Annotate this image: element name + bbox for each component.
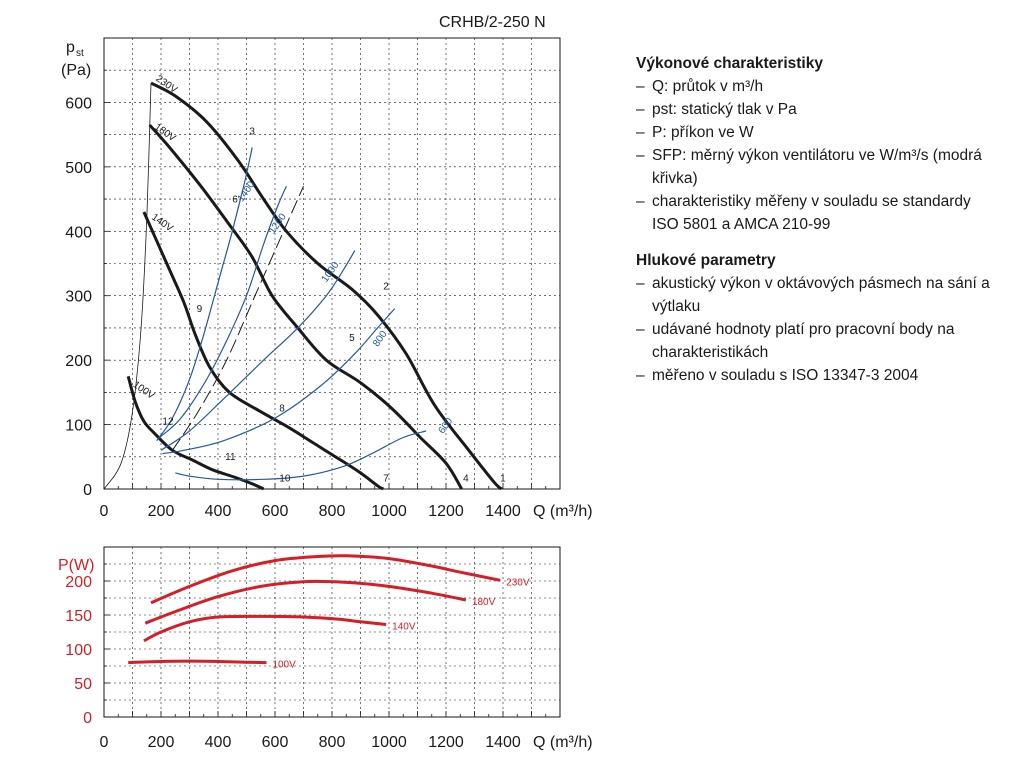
x-tick-label: 0 xyxy=(100,503,109,520)
sfp-curve xyxy=(175,430,427,481)
sfp-curve xyxy=(156,147,253,442)
power-curves: 230V 180V 140V 100V xyxy=(128,554,530,671)
power-curve-label: 100V xyxy=(272,660,296,671)
legend-item-q: Q: průtok v m³/h xyxy=(636,75,996,98)
y-tick-label: 100 xyxy=(65,418,92,435)
y-tick-label: 50 xyxy=(74,676,92,693)
y-tick-label: 200 xyxy=(65,574,92,591)
power-curve-label: 140V xyxy=(392,622,416,633)
chart-title: CRHB/2-250 N xyxy=(439,14,546,31)
power-curve-100V xyxy=(128,659,267,665)
x-tick-label: 1200 xyxy=(428,734,464,751)
sfp-curve xyxy=(159,185,287,438)
fan-curve-100V xyxy=(126,375,265,491)
dashed-curve xyxy=(171,185,304,451)
operating-point-label: 4 xyxy=(463,473,469,484)
operating-point-label: 8 xyxy=(279,404,285,415)
y-tick-label: 100 xyxy=(65,642,92,659)
x-tick-label: 200 xyxy=(148,734,175,751)
legend-item-p: P: příkon ve W xyxy=(636,121,996,144)
legend-item-iso: měřeno v souladu s ISO 13347-3 2004 xyxy=(636,364,996,387)
sfp-label: 600 xyxy=(437,416,456,436)
x-tick-label: 1200 xyxy=(428,503,464,520)
power-axes: 0 200 400 600 800 1000 1200 1400 0 50 100 150 200 Q (… xyxy=(58,557,593,751)
operating-point-label: 1 xyxy=(500,473,506,484)
y-axis-unit: (Pa) xyxy=(61,62,91,79)
pressure-axes: 0 200 400 600 800 1000 1200 1400 0 100 200 300 400 50… xyxy=(61,39,593,520)
x-tick-label: 400 xyxy=(205,503,232,520)
x-tick-label: 1000 xyxy=(371,734,407,751)
y-axis-label: p xyxy=(66,39,75,56)
y-tick-label: 600 xyxy=(65,95,92,112)
legend-item-sfp: SFP: měrný výkon ventilátoru ve W/m³/s (… xyxy=(636,144,996,190)
y-tick-label: 300 xyxy=(65,289,92,306)
performance-list: Q: průtok v m³/h pst: statický tlak v Pa… xyxy=(636,75,996,236)
fan-curve-140V xyxy=(142,211,385,491)
legend-item-operating-points: udávané hodnoty platí pro pracovní body … xyxy=(636,318,996,364)
y-tick-label: 500 xyxy=(65,160,92,177)
x-tick-label: 200 xyxy=(148,503,175,520)
x-axis-label: Q (m³/h) xyxy=(533,734,593,751)
power-curve-140V xyxy=(143,614,387,643)
x-axis-label: Q (m³/h) xyxy=(533,503,593,520)
operating-point-label: 9 xyxy=(197,304,203,315)
operating-point-label: 5 xyxy=(349,333,355,344)
y-axis-label: P(W) xyxy=(58,557,94,574)
operating-point-label: 12 xyxy=(162,417,174,428)
system-curve xyxy=(103,83,152,490)
y-tick-label: 0 xyxy=(83,710,92,727)
voltage-label: 230V xyxy=(154,73,180,96)
x-tick-label: 1000 xyxy=(371,503,407,520)
operating-point-label: 11 xyxy=(225,452,236,463)
fan-curve-230V xyxy=(150,81,503,491)
x-tick-label: 600 xyxy=(262,503,289,520)
power-curve-230V xyxy=(150,554,501,605)
pressure-grid xyxy=(103,37,561,490)
power-grid xyxy=(103,546,561,718)
pressure-labels: 140012001000800600230V180V140V100V123456… xyxy=(131,73,506,484)
operating-point-label: 3 xyxy=(249,127,255,138)
legend-item-standards: charakteristiky měřeny v souladu se stan… xyxy=(636,190,996,236)
operating-point-label: 10 xyxy=(279,473,291,484)
x-tick-label: 600 xyxy=(262,734,289,751)
x-tick-label: 1400 xyxy=(485,503,521,520)
legend-panel: Výkonové charakteristiky Q: průtok v m³/… xyxy=(636,52,996,400)
x-tick-label: 800 xyxy=(319,734,346,751)
y-tick-label: 0 xyxy=(83,482,92,499)
y-axis-label-subscript: st xyxy=(76,48,84,59)
pressure-curves xyxy=(103,81,503,491)
legend-item-acoustic: akustický výkon v oktávových pásmech na … xyxy=(636,272,996,318)
x-tick-label: 1400 xyxy=(485,734,521,751)
noise-heading: Hlukové parametry xyxy=(636,252,776,269)
x-tick-label: 800 xyxy=(319,503,346,520)
noise-list: akustický výkon v oktávových pásmech na … xyxy=(636,272,996,387)
power-curve-label: 180V xyxy=(472,597,496,608)
sfp-curve xyxy=(160,250,356,451)
x-tick-label: 0 xyxy=(100,734,109,751)
operating-point-label: 7 xyxy=(383,473,389,484)
y-tick-label: 150 xyxy=(65,608,92,625)
operating-point-label: 2 xyxy=(383,281,389,292)
operating-point-label: 6 xyxy=(232,194,238,205)
x-tick-label: 400 xyxy=(205,734,232,751)
power-curve-180V xyxy=(144,579,467,625)
power-curve-label: 230V xyxy=(506,577,530,588)
sfp-curve xyxy=(162,308,396,455)
performance-heading: Výkonové charakteristiky xyxy=(636,55,823,72)
y-tick-label: 200 xyxy=(65,353,92,370)
legend-item-pst: pst: statický tlak v Pa xyxy=(636,98,996,121)
y-tick-label: 400 xyxy=(65,224,92,241)
